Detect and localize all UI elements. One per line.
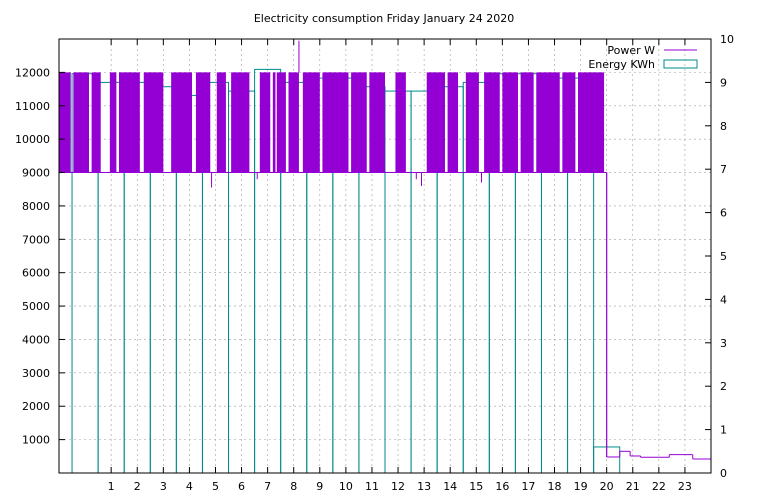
y-left-tick-label: 1000	[22, 434, 50, 447]
power-band	[73, 72, 89, 173]
power-band	[536, 72, 560, 173]
legend-swatch-energy	[663, 59, 698, 69]
power-band	[302, 72, 320, 173]
x-tick-label: 23	[678, 480, 692, 493]
power-band	[562, 72, 576, 173]
y-left-tick-label: 6000	[22, 267, 50, 280]
y-left-tick-label: 11000	[15, 100, 50, 113]
x-tick-label: 4	[186, 480, 193, 493]
x-tick-label: 13	[417, 480, 431, 493]
power-band	[502, 72, 519, 173]
x-tick-label: 11	[365, 480, 379, 493]
power-band	[259, 72, 271, 173]
y-left-tick-label: 8000	[22, 200, 50, 213]
y-left-tick-label: 9000	[22, 167, 50, 180]
chart-title: Electricity consumption Friday January 2…	[254, 12, 514, 25]
power-band	[577, 72, 605, 173]
power-band	[395, 72, 406, 173]
y-left-tick-label: 5000	[22, 300, 50, 313]
power-band	[59, 72, 71, 173]
y-right-tick-label: 1	[720, 424, 727, 437]
y-right-tick-label: 3	[720, 337, 727, 350]
y-right-tick-label: 5	[720, 250, 727, 263]
y-right-tick-label: 2	[720, 380, 727, 393]
x-tick-label: 9	[316, 480, 323, 493]
power-band	[231, 72, 250, 173]
power-band	[109, 72, 117, 173]
power-band	[447, 72, 459, 173]
y-right-tick-label: 9	[720, 76, 727, 89]
power-band	[195, 72, 211, 173]
x-tick-label: 20	[600, 480, 614, 493]
power-band	[288, 72, 299, 173]
legend-label: Energy KWh	[588, 58, 655, 71]
y-right-tick-label: 4	[720, 293, 727, 306]
power-band	[118, 72, 140, 173]
y-left-tick-label: 3000	[22, 367, 50, 380]
x-tick-label: 10	[339, 480, 353, 493]
y-left-tick-label: 4000	[22, 333, 50, 346]
power-band	[171, 72, 193, 173]
power-band	[369, 72, 385, 173]
x-tick-label: 5	[212, 480, 219, 493]
y-right-tick-label: 10	[720, 33, 734, 46]
y-right-tick-label: 8	[720, 120, 727, 133]
y-left-tick-label: 10000	[15, 133, 50, 146]
power-band	[484, 72, 500, 173]
power-band	[465, 72, 479, 173]
y-left-tick-label: 12000	[15, 66, 50, 79]
y-left-tick-label: 2000	[22, 400, 50, 413]
legend-label: Power W	[607, 44, 655, 57]
x-tick-label: 18	[548, 480, 562, 493]
power-band	[351, 72, 367, 173]
power-band	[216, 72, 226, 173]
plot-area	[59, 40, 711, 473]
x-tick-label: 14	[443, 480, 457, 493]
power-band	[322, 72, 349, 173]
power-band	[426, 72, 445, 173]
power-band	[91, 72, 101, 173]
x-tick-label: 1	[108, 480, 115, 493]
power-band	[272, 72, 276, 173]
x-tick-label: 19	[574, 480, 588, 493]
y-right-tick-label: 7	[720, 163, 727, 176]
x-tick-label: 12	[391, 480, 405, 493]
x-tick-label: 6	[238, 480, 245, 493]
power-band	[143, 72, 164, 173]
x-tick-label: 3	[160, 480, 167, 493]
power-band	[276, 72, 286, 173]
x-tick-label: 21	[626, 480, 640, 493]
y-left-tick-label: 7000	[22, 233, 50, 246]
x-tick-label: 17	[521, 480, 535, 493]
y-right-tick-label: 6	[720, 207, 727, 220]
y-right-tick-label: 0	[720, 467, 727, 480]
power-band	[520, 72, 534, 173]
x-tick-label: 22	[652, 480, 666, 493]
x-tick-label: 7	[264, 480, 271, 493]
x-tick-label: 2	[134, 480, 141, 493]
x-tick-label: 16	[495, 480, 509, 493]
x-tick-label: 15	[469, 480, 483, 493]
x-tick-label: 8	[290, 480, 297, 493]
